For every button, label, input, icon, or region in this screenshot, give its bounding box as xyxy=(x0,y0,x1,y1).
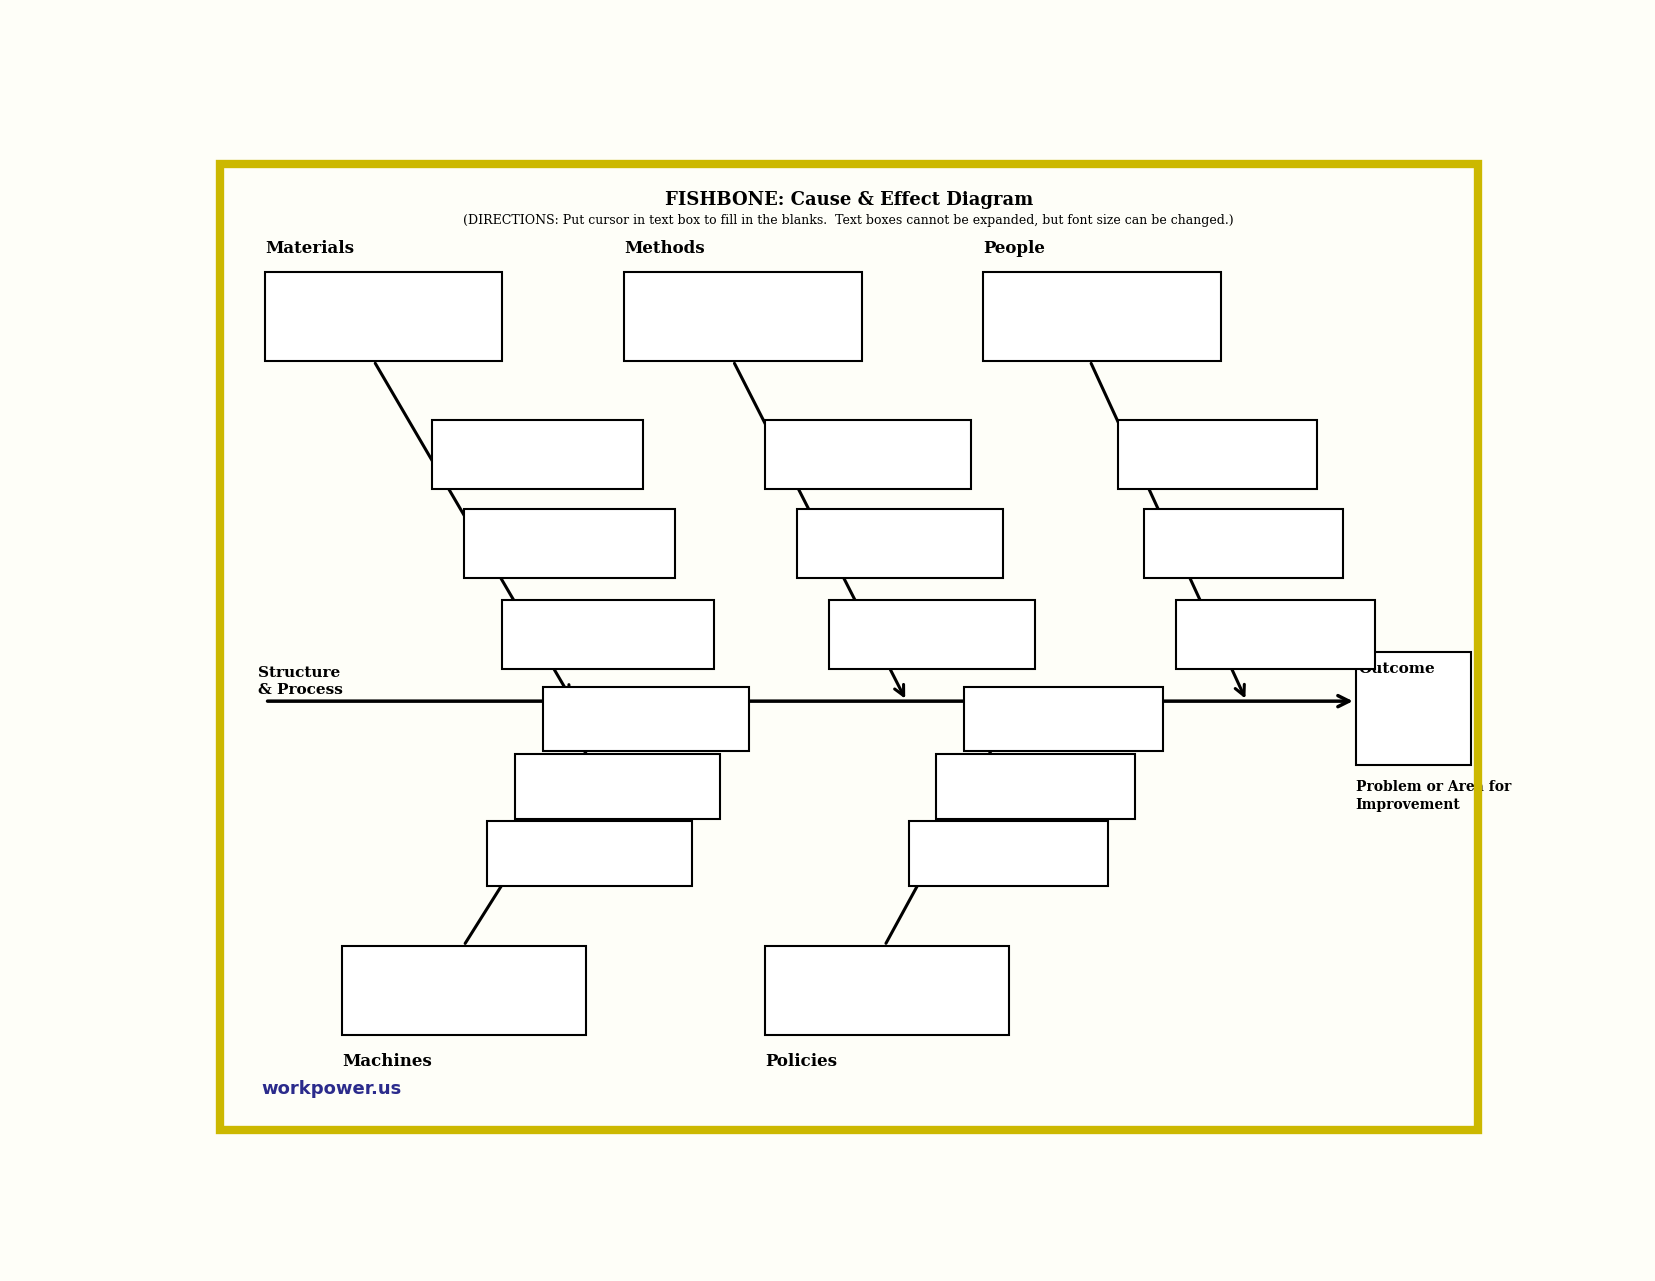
Bar xyxy=(983,272,1220,361)
Bar xyxy=(543,688,748,752)
Bar xyxy=(487,821,692,885)
Text: Outcome: Outcome xyxy=(1357,662,1435,676)
Bar xyxy=(501,600,713,669)
Bar xyxy=(1117,420,1316,489)
Bar xyxy=(265,272,501,361)
Text: Methods: Methods xyxy=(624,241,705,257)
Text: Materials: Materials xyxy=(265,241,354,257)
Bar xyxy=(963,688,1162,752)
Text: Machines: Machines xyxy=(341,1053,432,1071)
Bar xyxy=(765,945,1008,1035)
Bar xyxy=(1144,509,1342,578)
Text: (DIRECTIONS: Put cursor in text box to fill in the blanks.  Text boxes cannot be: (DIRECTIONS: Put cursor in text box to f… xyxy=(463,214,1233,227)
Bar xyxy=(463,509,675,578)
Bar xyxy=(341,945,586,1035)
Bar xyxy=(798,509,1003,578)
Text: Structure
& Process: Structure & Process xyxy=(258,666,343,697)
Bar xyxy=(1355,652,1470,765)
Text: People: People xyxy=(983,241,1044,257)
Text: workpower.us: workpower.us xyxy=(261,1080,401,1098)
Bar xyxy=(765,420,970,489)
Text: Problem or Area for
Improvement: Problem or Area for Improvement xyxy=(1355,780,1509,812)
Bar xyxy=(829,600,1034,669)
Bar xyxy=(624,272,861,361)
Bar xyxy=(515,755,720,819)
Bar xyxy=(432,420,642,489)
Bar xyxy=(935,755,1134,819)
Text: Policies: Policies xyxy=(765,1053,837,1071)
Bar xyxy=(1175,600,1374,669)
Text: FISHBONE: Cause & Effect Diagram: FISHBONE: Cause & Effect Diagram xyxy=(664,191,1033,209)
Bar xyxy=(909,821,1107,885)
